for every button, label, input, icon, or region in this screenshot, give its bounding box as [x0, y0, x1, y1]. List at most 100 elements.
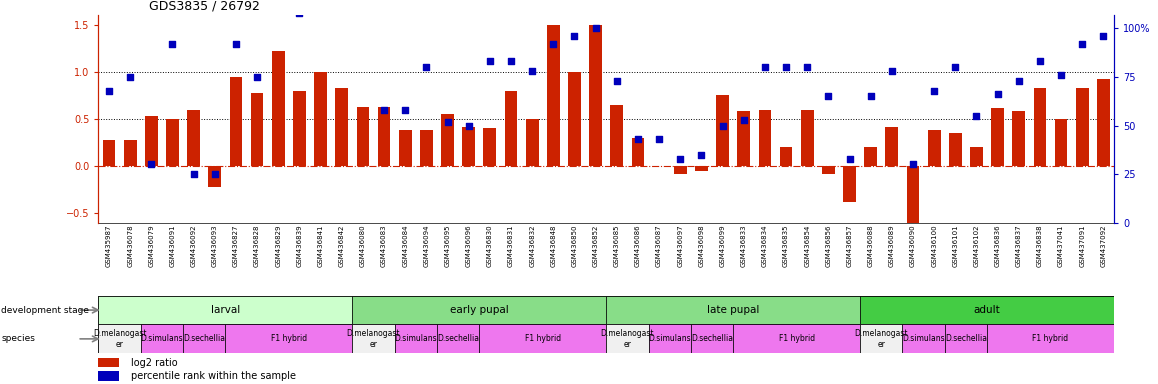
Text: D.melanogast
er: D.melanogast er — [601, 329, 654, 349]
Bar — [462, 127, 475, 166]
Text: GSM436088: GSM436088 — [867, 224, 873, 267]
Text: GSM436856: GSM436856 — [826, 224, 831, 266]
Bar — [864, 147, 877, 166]
Bar — [674, 166, 687, 174]
Bar — [779, 147, 792, 166]
Bar — [352, 324, 395, 353]
Text: log2 ratio: log2 ratio — [131, 358, 177, 367]
Point — [608, 78, 626, 84]
Point — [1010, 78, 1028, 84]
Text: GSM436096: GSM436096 — [466, 224, 471, 267]
Text: early pupal: early pupal — [450, 305, 508, 315]
Bar — [631, 138, 644, 166]
Point — [903, 161, 922, 167]
Bar — [691, 324, 733, 353]
Bar — [229, 77, 242, 166]
Text: GSM436857: GSM436857 — [846, 224, 852, 266]
Text: GSM436841: GSM436841 — [317, 224, 323, 266]
Bar — [758, 109, 771, 166]
Bar — [526, 119, 538, 166]
Text: GSM436080: GSM436080 — [360, 224, 366, 267]
Bar — [717, 96, 728, 166]
Text: F1 hybrid: F1 hybrid — [271, 334, 307, 343]
Bar — [822, 166, 835, 174]
Bar — [1012, 111, 1025, 166]
Point — [1073, 41, 1092, 47]
Text: GSM436102: GSM436102 — [974, 224, 980, 266]
Point — [692, 152, 711, 158]
Bar — [606, 296, 860, 324]
Bar — [441, 114, 454, 166]
Text: GSM437092: GSM437092 — [1100, 224, 1106, 266]
Point — [650, 136, 668, 142]
Bar — [378, 107, 390, 166]
Bar — [226, 324, 352, 353]
Text: species: species — [1, 334, 35, 343]
Text: GSM436852: GSM436852 — [593, 224, 599, 266]
Text: D.sechellia: D.sechellia — [183, 334, 225, 343]
Text: GSM436836: GSM436836 — [995, 224, 1001, 267]
Text: GSM435987: GSM435987 — [107, 224, 112, 266]
Text: GSM436827: GSM436827 — [233, 224, 239, 266]
Bar — [124, 140, 137, 166]
Text: GSM437091: GSM437091 — [1079, 224, 1085, 267]
Text: GSM436083: GSM436083 — [381, 224, 387, 267]
Point — [1031, 58, 1049, 65]
Bar — [902, 324, 945, 353]
Point — [163, 41, 182, 47]
Bar — [928, 130, 940, 166]
Text: late pupal: late pupal — [708, 305, 760, 315]
Point — [332, 0, 351, 6]
Point — [291, 10, 309, 16]
Bar — [398, 130, 411, 166]
Text: percentile rank within the sample: percentile rank within the sample — [131, 371, 295, 381]
Point — [481, 58, 499, 65]
Text: D.melanogast
er: D.melanogast er — [93, 329, 146, 349]
Bar — [610, 105, 623, 166]
Text: adult: adult — [974, 305, 1001, 315]
Text: GSM436830: GSM436830 — [486, 224, 493, 267]
Text: D.simulans: D.simulans — [902, 334, 945, 343]
Point — [205, 171, 223, 177]
Text: GSM436832: GSM436832 — [529, 224, 535, 266]
Bar — [1034, 88, 1047, 166]
Text: GSM437041: GSM437041 — [1058, 224, 1064, 266]
Bar — [547, 25, 559, 166]
Point — [586, 25, 604, 31]
Text: larval: larval — [211, 305, 240, 315]
Bar — [98, 358, 119, 367]
Point — [925, 88, 944, 94]
Text: GSM436101: GSM436101 — [952, 224, 959, 267]
Bar — [141, 324, 183, 353]
Text: GSM436078: GSM436078 — [127, 224, 133, 267]
Point — [734, 117, 753, 123]
Point — [142, 161, 161, 167]
Point — [184, 171, 203, 177]
Text: GSM436828: GSM436828 — [254, 224, 261, 266]
Point — [1051, 72, 1070, 78]
Bar — [166, 119, 178, 166]
Bar — [98, 296, 352, 324]
Text: GSM436097: GSM436097 — [677, 224, 683, 267]
Point — [882, 68, 901, 74]
Bar — [103, 140, 116, 166]
Bar — [484, 129, 496, 166]
Point — [353, 6, 372, 12]
Text: D.sechellia: D.sechellia — [691, 334, 733, 343]
Text: GSM436834: GSM436834 — [762, 224, 768, 266]
Text: GSM436095: GSM436095 — [445, 224, 450, 266]
Bar — [251, 93, 264, 166]
Text: D.melanogast
er: D.melanogast er — [855, 329, 908, 349]
Bar — [420, 130, 433, 166]
Point — [967, 113, 985, 119]
Point — [438, 119, 456, 125]
Text: GSM436089: GSM436089 — [889, 224, 895, 267]
Text: D.simulans: D.simulans — [140, 334, 183, 343]
Text: GSM436094: GSM436094 — [424, 224, 430, 266]
Bar — [733, 324, 860, 353]
Bar — [98, 371, 119, 381]
Text: GSM436087: GSM436087 — [657, 224, 662, 267]
Bar — [352, 296, 607, 324]
Bar — [991, 108, 1004, 166]
Text: GSM436092: GSM436092 — [191, 224, 197, 266]
